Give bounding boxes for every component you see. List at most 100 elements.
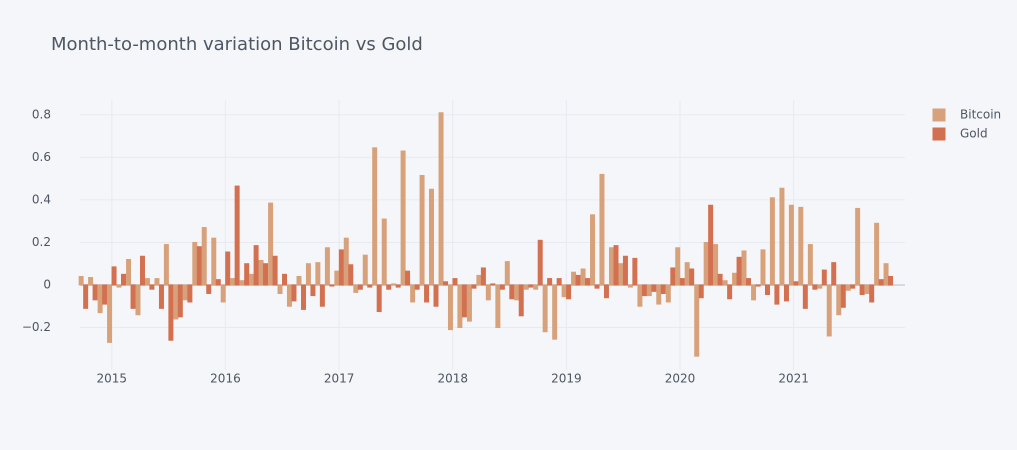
bar [163,244,169,286]
bar [542,284,548,333]
bar [372,147,378,286]
bar [83,284,89,309]
bar [168,284,174,341]
bar [859,284,865,296]
bar [149,284,155,290]
bar [192,241,198,286]
bar [713,244,719,286]
bar [793,281,799,286]
bar [102,284,108,305]
bar [698,284,704,299]
bar [779,187,785,286]
bar [139,255,145,286]
bar [334,270,340,286]
bar [177,284,183,318]
bar [812,284,818,290]
bar [107,284,113,343]
bar [850,284,856,289]
bar [499,284,505,290]
bar [580,268,586,286]
bar [732,272,738,286]
bar [632,257,638,286]
y-tick-label: 0.4 [32,192,51,206]
bar [727,284,733,300]
bar [258,260,264,286]
bar [343,237,349,286]
bar [362,254,368,286]
bar [627,284,633,288]
bar [504,261,510,286]
bar [490,283,496,286]
bar [405,270,411,286]
bar [135,284,141,316]
bar [234,185,240,286]
bar [211,237,217,286]
bar [514,284,520,301]
bar [452,278,458,286]
bar [400,150,406,286]
y-tick-label: 0 [43,277,51,291]
x-tick-label: 2018 [437,372,468,386]
bar [277,284,283,294]
bar [447,284,453,331]
x-tick-label: 2020 [665,372,696,386]
bar [196,246,202,286]
x-tick-label: 2017 [324,372,355,386]
bar [381,218,387,286]
bar [694,284,700,357]
x-tick-label: 2016 [210,372,241,386]
bar [305,263,311,286]
bar [717,273,723,286]
bar [395,284,401,288]
bar [660,284,666,294]
bar [665,284,671,303]
bar [764,284,770,296]
bar [495,284,501,328]
bar [253,245,259,286]
bar [230,278,236,286]
chart-title: Month-to-month variation Bitcoin vs Gold [51,34,423,55]
bar [348,264,354,286]
bar [301,284,306,310]
bar [338,249,344,286]
bar [603,284,609,299]
bar [225,251,231,286]
bar [419,174,425,286]
bar [268,202,274,286]
legend-swatch [932,127,946,141]
bar [286,284,292,307]
bar [646,284,652,297]
bar [878,279,884,286]
bar [609,247,614,286]
bar [802,284,808,309]
bar [798,206,804,286]
bar [807,244,813,286]
bar [480,267,486,286]
bar [424,284,430,303]
bar [310,284,316,297]
bar [443,281,449,286]
bar [376,284,382,313]
bar [111,266,117,286]
bar [433,284,439,307]
bar [414,284,420,290]
bar [201,227,207,286]
y-tick-label: 0.8 [32,107,51,121]
bar [121,273,126,286]
bar [471,284,477,289]
bar [599,173,605,286]
bar [92,284,98,301]
bar [353,284,359,293]
bar [585,278,591,286]
x-tick-label: 2019 [551,372,582,386]
bar [736,256,742,286]
bar [528,284,534,288]
bar [97,284,103,314]
bar [571,271,577,286]
bar [641,284,647,297]
bar [746,278,751,286]
bar [329,284,335,287]
bar [760,249,766,286]
